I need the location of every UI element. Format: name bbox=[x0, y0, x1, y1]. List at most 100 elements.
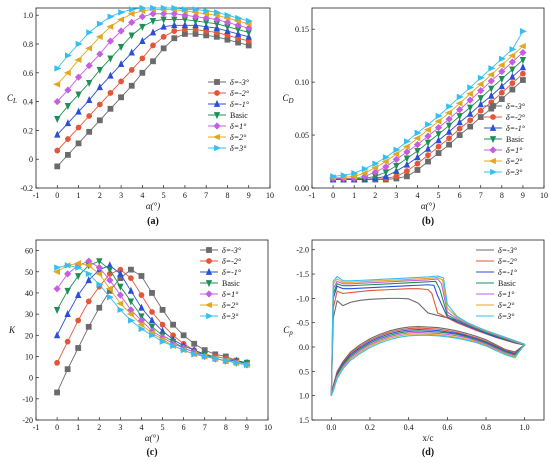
data-point-s-2 bbox=[425, 152, 431, 159]
data-point-s-3 bbox=[96, 304, 103, 311]
legend-marker-s-1 bbox=[205, 267, 213, 275]
data-point-s3 bbox=[477, 74, 485, 82]
data-point-s-1 bbox=[53, 331, 61, 339]
data-point-s1 bbox=[53, 285, 61, 293]
data-point-s3 bbox=[372, 160, 380, 167]
legend-marker-s-2 bbox=[214, 90, 220, 96]
data-point-s2 bbox=[84, 262, 92, 269]
legend-label-s-3: δ=-3° bbox=[498, 246, 518, 255]
data-point-s1 bbox=[117, 27, 125, 35]
data-point-s3 bbox=[138, 325, 146, 333]
data-point-s-2 bbox=[150, 42, 156, 49]
series-line-s1 bbox=[56, 13, 249, 102]
data-point-s-1 bbox=[456, 118, 463, 126]
x-tick-label: 2 bbox=[97, 423, 101, 432]
data-point-basic bbox=[64, 103, 72, 111]
data-point-s3 bbox=[244, 361, 252, 369]
data-point-s3 bbox=[180, 346, 188, 354]
data-point-s3 bbox=[393, 146, 401, 154]
series-line-s-3 bbox=[56, 33, 249, 167]
y-tick-label: -1.0 bbox=[296, 294, 309, 303]
y-tick-label: 60 bbox=[25, 247, 33, 256]
data-point-basic bbox=[96, 67, 103, 75]
x-tick-label: 6 bbox=[458, 191, 462, 200]
legend-marker-s2 bbox=[212, 133, 220, 141]
data-point-s-1 bbox=[393, 166, 400, 174]
data-point-s3 bbox=[160, 4, 168, 12]
data-point-s2 bbox=[413, 135, 421, 142]
data-point-s2 bbox=[85, 45, 93, 52]
legend-marker-s-1 bbox=[213, 99, 221, 107]
data-point-s-3 bbox=[128, 266, 134, 273]
data-point-s-1 bbox=[467, 109, 474, 117]
legend-label-s-1: δ=-1° bbox=[498, 268, 518, 277]
legend-label-s-2: δ=-2° bbox=[498, 257, 518, 266]
data-point-s3 bbox=[382, 154, 390, 161]
data-point-s-2 bbox=[118, 78, 124, 85]
legend-label-s-1: δ=-1° bbox=[506, 124, 526, 133]
data-point-s3 bbox=[233, 359, 241, 366]
x-tick-label: 2 bbox=[98, 191, 102, 200]
x-tick-label: 10 bbox=[264, 423, 272, 432]
data-point-s-3 bbox=[180, 332, 187, 339]
data-point-s3 bbox=[64, 262, 72, 269]
data-point-s-2 bbox=[159, 321, 166, 328]
x-tick-label: 1 bbox=[76, 423, 80, 432]
data-point-s1 bbox=[403, 148, 411, 156]
data-point-basic bbox=[54, 115, 61, 123]
data-point-basic bbox=[128, 32, 135, 40]
data-point-s-2 bbox=[404, 168, 410, 174]
data-point-s1 bbox=[64, 270, 72, 278]
data-point-s1 bbox=[487, 77, 495, 85]
x-axis-label: α(°) bbox=[146, 201, 160, 211]
data-point-s-3 bbox=[191, 340, 198, 347]
data-point-s-1 bbox=[117, 60, 125, 68]
data-point-s-2 bbox=[75, 124, 82, 131]
data-point-basic bbox=[519, 56, 527, 64]
y-tick-label: -1.5 bbox=[296, 270, 309, 279]
data-point-s2 bbox=[371, 164, 379, 172]
data-point-s2 bbox=[466, 90, 474, 97]
data-point-s2 bbox=[508, 52, 516, 59]
data-point-s-3 bbox=[85, 323, 92, 330]
x-tick-label: 8 bbox=[500, 191, 504, 200]
y-tick-label: 50 bbox=[25, 268, 33, 277]
x-tick-label: 3 bbox=[119, 191, 123, 200]
x-tick-label: 8 bbox=[224, 423, 228, 432]
data-point-basic bbox=[414, 148, 421, 156]
data-point-s-3 bbox=[477, 114, 484, 120]
data-point-basic bbox=[171, 16, 178, 24]
x-axis-label: α(°) bbox=[145, 433, 159, 443]
data-point-basic bbox=[403, 155, 411, 163]
data-point-s1 bbox=[477, 86, 485, 95]
chart-panel-4: 0.0 0.2 0.4 0.6 0.8 1.0 -2.0 -1.5 -1.0 -0.5 0.0 0.5… bbox=[283, 239, 545, 458]
data-point-s1 bbox=[181, 11, 189, 19]
data-point-s-3 bbox=[64, 366, 71, 373]
data-point-basic bbox=[149, 18, 157, 26]
data-point-s2 bbox=[74, 56, 82, 64]
panel-label: (a) bbox=[147, 216, 159, 227]
x-tick-label: 3 bbox=[118, 423, 122, 432]
legend-label-s-2: δ=-2° bbox=[230, 89, 250, 98]
data-point-s-2 bbox=[414, 160, 421, 167]
x-tick-label: 8 bbox=[225, 191, 229, 200]
data-point-s-1 bbox=[86, 96, 93, 104]
data-point-s2 bbox=[95, 33, 103, 40]
data-point-basic bbox=[117, 43, 125, 51]
plot-frame bbox=[311, 7, 545, 189]
legend-label-s-2: δ=-2° bbox=[222, 257, 242, 266]
data-point-s3 bbox=[509, 46, 517, 53]
data-point-s2 bbox=[487, 71, 495, 78]
legend-label-s2: δ=2° bbox=[506, 157, 523, 166]
data-point-s3 bbox=[117, 306, 125, 314]
data-point-s-1 bbox=[127, 286, 135, 294]
legend-marker-s3 bbox=[206, 312, 214, 320]
chart-panel-2: -1 0 1 2 3 4 5 6 7 8 9 10 0.00 0.05 0.10 0.15 α(°) CD (b) δ… bbox=[282, 7, 548, 227]
x-tick-label: 0 bbox=[55, 423, 59, 432]
legend-marker-s-1 bbox=[489, 123, 497, 131]
series-line-basic bbox=[330, 280, 526, 396]
data-point-s-1 bbox=[148, 316, 156, 324]
data-point-basic bbox=[424, 139, 432, 147]
legend-marker-s-2 bbox=[206, 258, 212, 264]
